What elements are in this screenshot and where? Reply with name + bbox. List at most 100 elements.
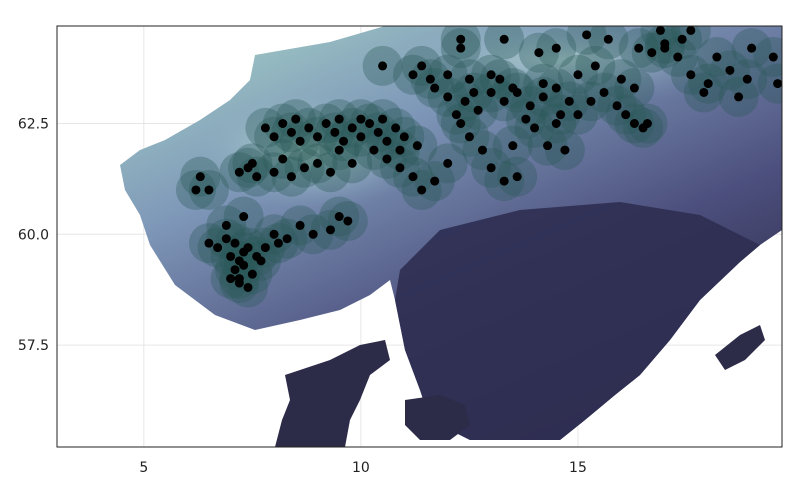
data-point [312,158,322,168]
data-point [378,61,388,71]
data-point [703,79,713,89]
data-point [269,229,279,239]
data-point [573,70,583,80]
data-point [226,274,236,284]
data-point [443,158,453,168]
data-point [543,141,553,151]
data-point [373,127,383,137]
data-point [460,96,470,106]
data-point [586,96,596,106]
data-point [343,216,353,226]
data-point [356,114,366,124]
data-point [425,74,435,84]
data-point [534,48,544,58]
data-point [443,92,453,102]
data-point [347,123,357,133]
zealand-island [405,395,470,440]
data-point [469,87,479,97]
data-point [378,114,388,124]
data-point [430,83,440,93]
data-point [464,132,474,142]
data-point [286,172,296,182]
point-buffer [753,37,782,78]
data-point [213,243,223,253]
data-point [326,167,336,177]
data-point [230,265,240,275]
data-point [660,39,670,49]
data-point [573,110,583,120]
data-point [234,167,244,177]
data-point [560,145,570,155]
data-point [269,132,279,142]
data-point [347,158,357,168]
data-point [486,87,496,97]
data-point [243,282,253,292]
data-point [451,110,461,120]
y-tick-label: 62.5 [18,116,49,132]
data-point [599,87,609,97]
northern-highland-shading [380,26,740,105]
data-point [530,123,540,133]
data-point [382,136,392,146]
data-point [312,132,322,142]
data-point [339,136,349,146]
denmark-landmass [275,340,390,447]
data-point [508,141,518,151]
data-point [677,34,687,44]
data-point [773,79,782,89]
data-point [247,158,257,168]
data-point [590,61,600,71]
data-point [456,34,466,44]
data-point [273,238,283,248]
data-point [256,256,266,266]
data-point [629,83,639,93]
data-point [295,136,305,146]
y-tick-label: 60.0 [18,227,49,243]
data-point [334,212,344,222]
point-buffer [670,26,711,51]
data-point [499,176,509,186]
data-point [278,154,288,164]
data-point [334,114,344,124]
data-point [621,110,631,120]
data-point [382,154,392,164]
data-point [304,123,314,133]
data-point [295,220,305,230]
data-point [486,163,496,173]
data-point [712,52,722,62]
data-point [642,118,652,128]
data-point [538,92,548,102]
data-point [686,26,696,35]
data-point [686,70,696,80]
data-point [456,43,466,53]
x-tick-label: 15 [569,460,587,476]
data-point [408,172,418,182]
data-point [239,212,249,222]
data-point [204,238,214,248]
data-point [282,234,292,244]
data-point [291,114,301,124]
data-point [408,70,418,80]
data-point [499,96,509,106]
data-point [417,185,427,195]
data-point [556,110,566,120]
plot-frame [56,25,783,448]
data-point [195,172,205,182]
y-tick-label: 57.5 [18,338,49,354]
data-point [551,43,561,53]
data-point [278,118,288,128]
data-point [269,167,279,177]
data-point [629,118,639,128]
data-point [499,34,509,44]
data-point [221,234,231,244]
y-axis-ticks: 57.5 60.0 62.5 [18,116,49,354]
data-point [391,123,401,133]
data-point [286,127,296,137]
data-point [260,243,270,253]
data-point [365,118,375,128]
data-point [395,163,405,173]
data-point [477,145,487,155]
data-point [239,260,249,270]
data-point [456,118,466,128]
